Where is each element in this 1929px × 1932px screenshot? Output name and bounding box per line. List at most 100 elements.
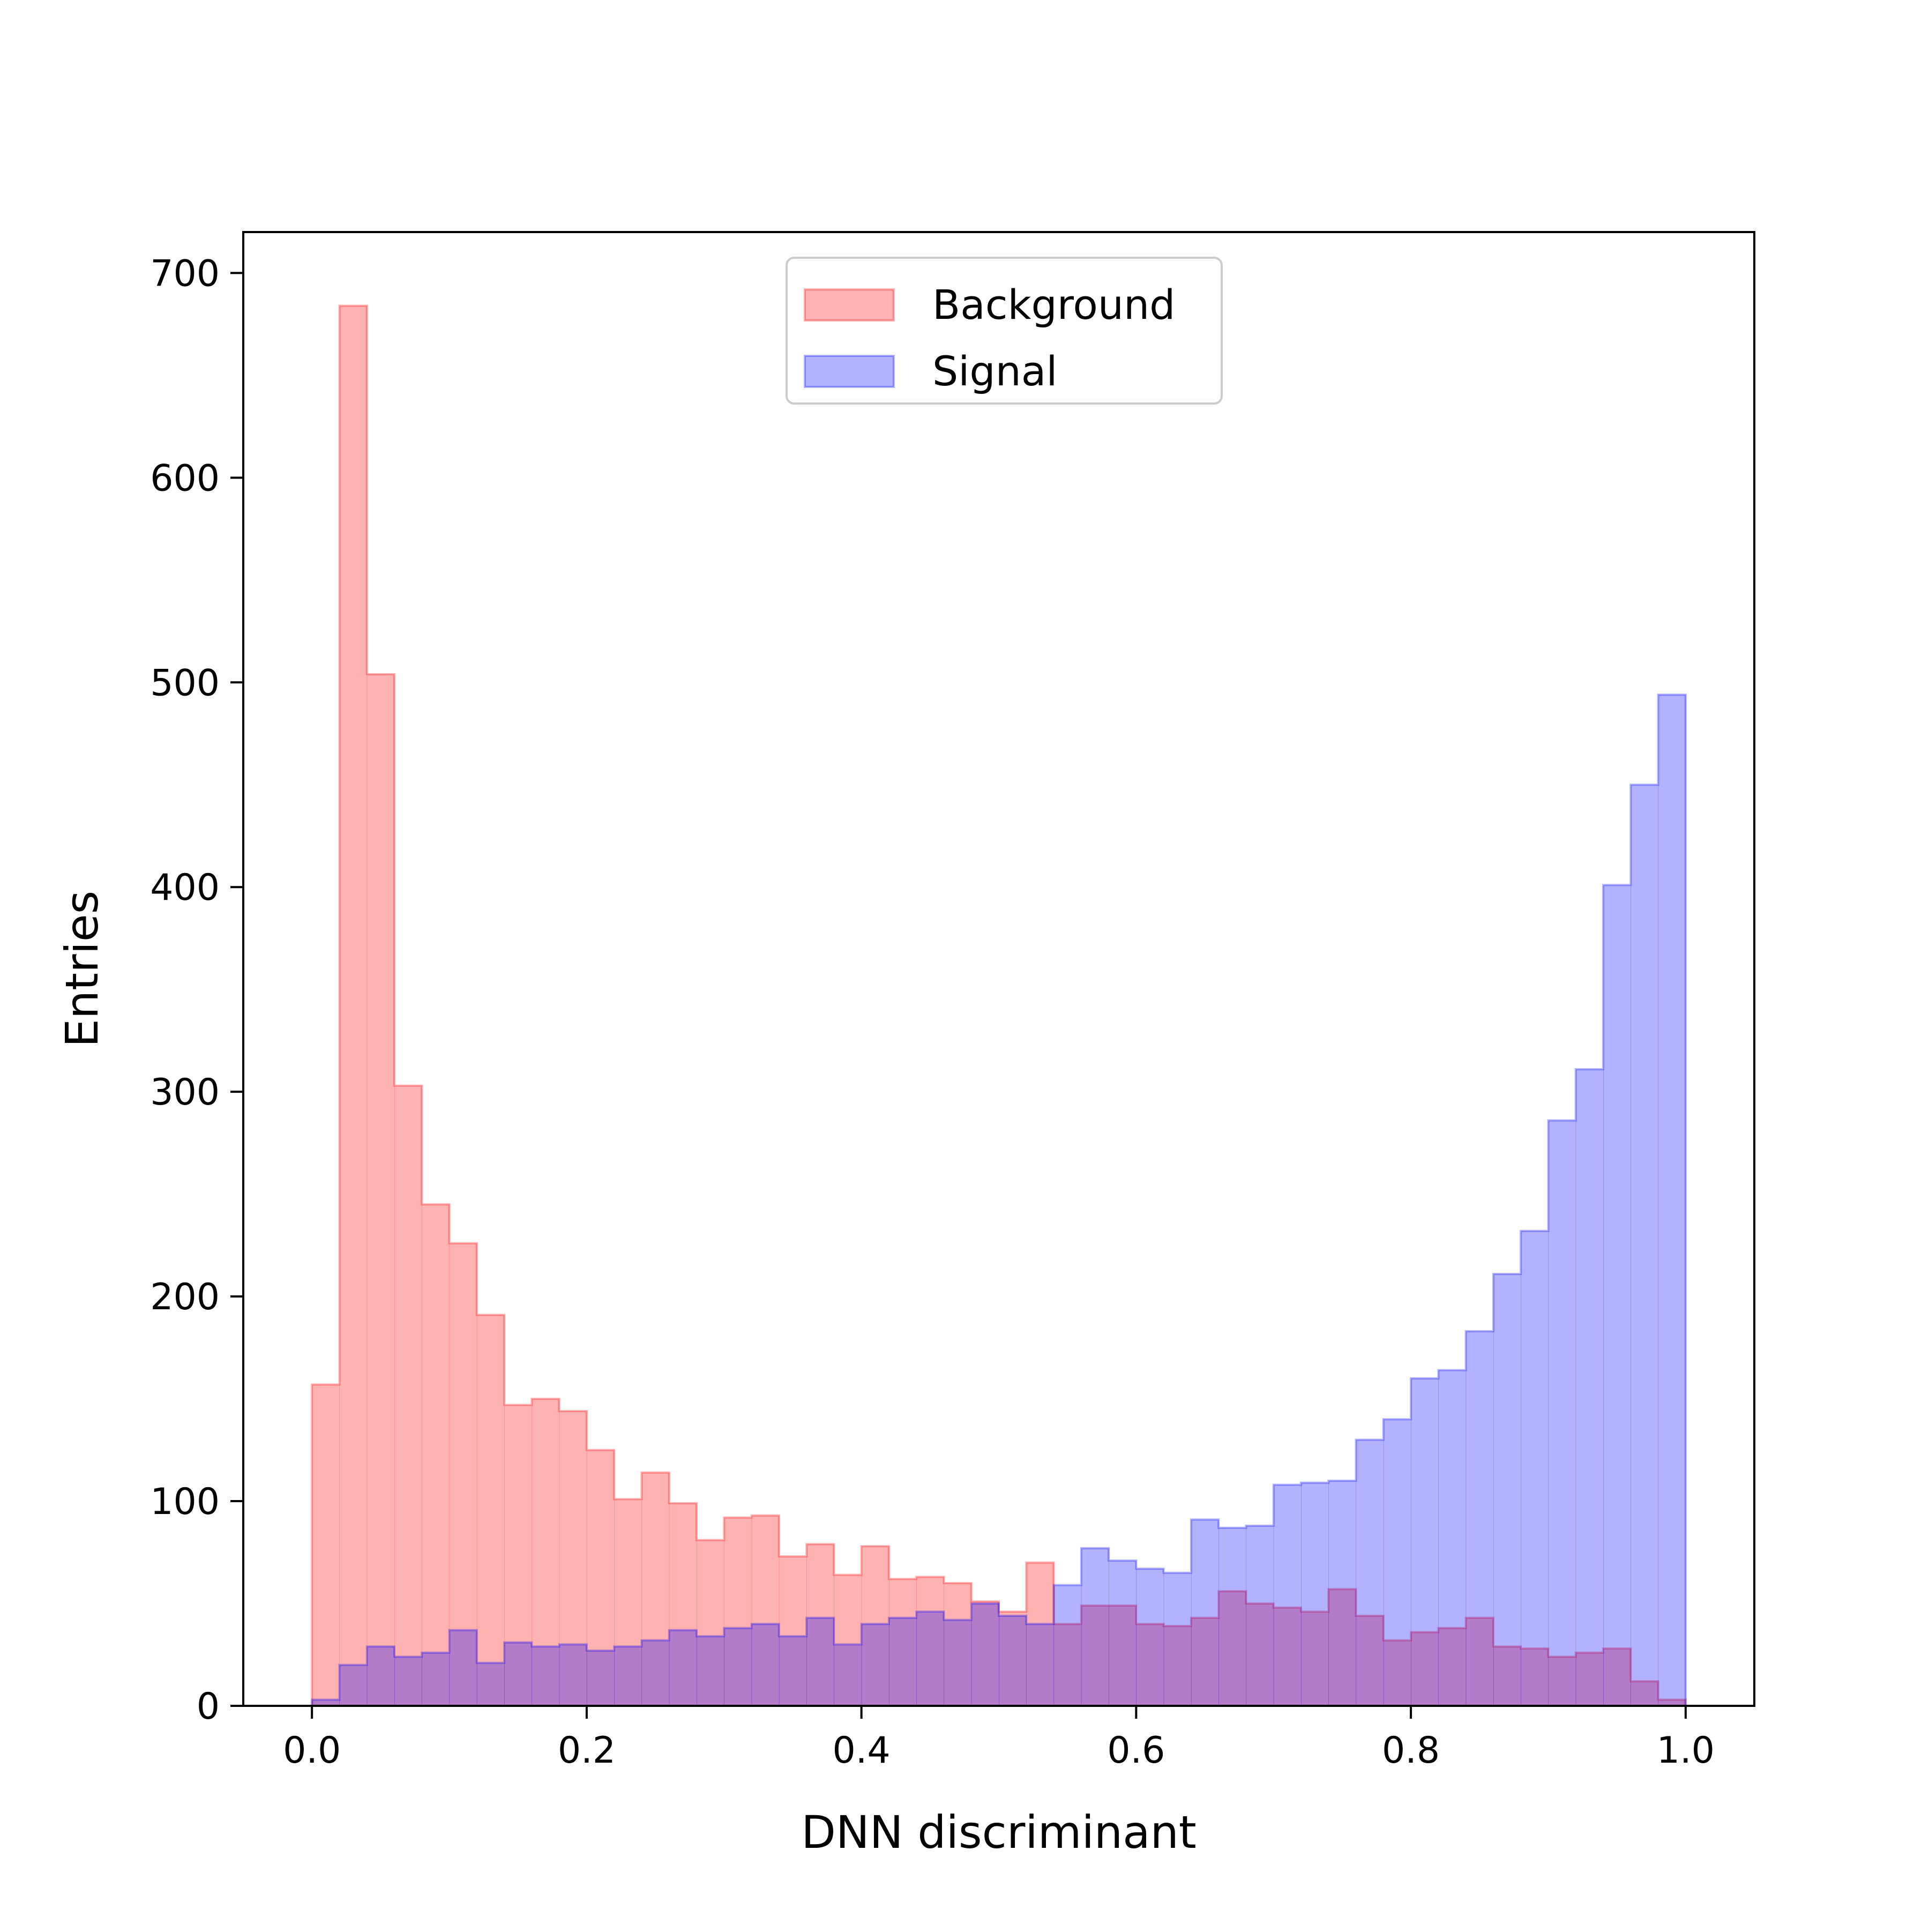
bar-signal-11 <box>614 1646 642 1706</box>
bar-background-12 <box>641 1472 670 1706</box>
bar-background-44 <box>1521 1648 1549 1706</box>
legend-label-signal: Signal <box>932 347 1057 395</box>
legend-swatch-background <box>804 288 895 322</box>
bar-signal-37 <box>1328 1480 1357 1706</box>
x-tick-label: 0.8 <box>1382 1729 1440 1772</box>
bar-signal-24 <box>971 1603 999 1706</box>
bar-signal-43 <box>1493 1274 1521 1706</box>
bar-background-35 <box>1273 1607 1302 1706</box>
bar-signal-49 <box>1658 695 1686 1706</box>
bar-signal-30 <box>1136 1569 1164 1706</box>
x-tick-label: 0.6 <box>1107 1729 1165 1772</box>
bar-signal-4 <box>422 1652 450 1706</box>
bar-signal-7 <box>504 1642 532 1706</box>
bar-background-0 <box>312 1384 340 1706</box>
bar-signal-5 <box>449 1630 477 1706</box>
bar-background-29 <box>1109 1605 1137 1706</box>
bar-signal-17 <box>779 1636 807 1706</box>
bar-signal-35 <box>1273 1485 1302 1706</box>
bar-background-14 <box>697 1540 724 1706</box>
bar-background-43 <box>1493 1646 1521 1706</box>
bar-background-10 <box>586 1450 615 1706</box>
x-tick-label: 0.4 <box>833 1729 891 1772</box>
bar-background-15 <box>724 1517 752 1706</box>
bar-background-27 <box>1053 1624 1082 1706</box>
bar-background-22 <box>916 1577 945 1706</box>
bar-signal-22 <box>916 1612 945 1706</box>
bar-signal-41 <box>1438 1370 1467 1706</box>
bar-background-21 <box>888 1579 917 1706</box>
x-axis-label: DNN discriminant <box>801 1806 1197 1859</box>
bar-background-36 <box>1301 1612 1329 1706</box>
bar-background-19 <box>834 1575 862 1706</box>
bar-background-39 <box>1383 1640 1411 1706</box>
bar-signal-15 <box>724 1628 752 1706</box>
series-signal <box>311 693 1687 1706</box>
bar-background-4 <box>422 1204 450 1706</box>
bar-background-20 <box>861 1546 889 1706</box>
y-tick-label: 200 <box>150 1276 220 1318</box>
bar-signal-33 <box>1218 1527 1247 1706</box>
bar-signal-38 <box>1356 1439 1384 1706</box>
bar-background-26 <box>1026 1562 1055 1706</box>
bar-signal-44 <box>1521 1230 1549 1706</box>
bar-signal-42 <box>1466 1331 1494 1706</box>
y-tick-label: 100 <box>150 1481 220 1523</box>
bar-signal-31 <box>1163 1572 1192 1706</box>
bar-signal-23 <box>944 1620 972 1706</box>
bar-signal-40 <box>1411 1378 1439 1706</box>
bar-background-46 <box>1575 1652 1604 1706</box>
series-background <box>311 304 1687 1706</box>
bar-background-11 <box>614 1499 642 1706</box>
x-tick-label: 1.0 <box>1657 1729 1715 1772</box>
bar-signal-3 <box>394 1657 422 1706</box>
bar-background-34 <box>1246 1603 1274 1706</box>
bar-background-1 <box>339 305 368 1706</box>
bar-signal-39 <box>1383 1419 1411 1706</box>
bar-background-17 <box>779 1556 807 1706</box>
bars-layer <box>311 304 1687 1706</box>
bar-background-31 <box>1163 1626 1192 1706</box>
bar-background-16 <box>751 1515 780 1706</box>
bar-signal-16 <box>751 1624 780 1706</box>
bar-signal-19 <box>834 1644 862 1706</box>
bar-background-45 <box>1548 1657 1576 1706</box>
bar-signal-10 <box>586 1650 615 1706</box>
bar-signal-46 <box>1575 1069 1604 1706</box>
bar-background-18 <box>806 1544 834 1706</box>
bar-background-8 <box>532 1399 560 1706</box>
y-tick-label: 700 <box>150 252 220 295</box>
bar-signal-8 <box>532 1646 560 1706</box>
x-tick-label: 0.0 <box>283 1729 341 1772</box>
bar-background-41 <box>1438 1628 1467 1706</box>
bar-background-7 <box>504 1405 532 1706</box>
bar-background-24 <box>971 1601 999 1706</box>
step-outline-background <box>311 304 1687 1706</box>
bar-signal-25 <box>999 1615 1027 1706</box>
bar-signal-26 <box>1026 1624 1055 1706</box>
bar-signal-1 <box>339 1665 368 1706</box>
y-axis-label: Entries <box>56 891 108 1048</box>
bar-background-2 <box>367 674 395 1706</box>
bar-signal-34 <box>1246 1525 1274 1706</box>
bar-background-3 <box>394 1085 422 1706</box>
bar-signal-29 <box>1109 1560 1137 1706</box>
bar-background-9 <box>559 1411 587 1706</box>
x-tick-label: 0.2 <box>558 1729 616 1772</box>
bar-background-30 <box>1136 1624 1164 1706</box>
bar-signal-0 <box>312 1699 340 1706</box>
bar-signal-20 <box>861 1624 889 1706</box>
bar-background-48 <box>1631 1681 1659 1706</box>
y-tick-label: 600 <box>150 457 220 499</box>
bar-signal-36 <box>1301 1482 1329 1706</box>
y-axis: 0 100 200 300 400 500 600 700 <box>150 252 243 1728</box>
bar-signal-2 <box>367 1646 395 1706</box>
bar-signal-14 <box>697 1636 724 1706</box>
bar-background-32 <box>1191 1617 1219 1706</box>
bar-background-33 <box>1218 1591 1247 1706</box>
x-axis: 0.0 0.2 0.4 0.6 0.8 1.0 <box>283 1706 1715 1772</box>
legend-frame <box>786 257 1223 405</box>
bar-signal-9 <box>559 1644 587 1706</box>
legend-label-background: Background <box>932 281 1175 329</box>
